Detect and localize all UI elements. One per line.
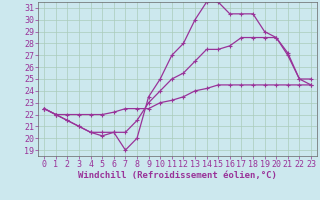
X-axis label: Windchill (Refroidissement éolien,°C): Windchill (Refroidissement éolien,°C) (78, 171, 277, 180)
